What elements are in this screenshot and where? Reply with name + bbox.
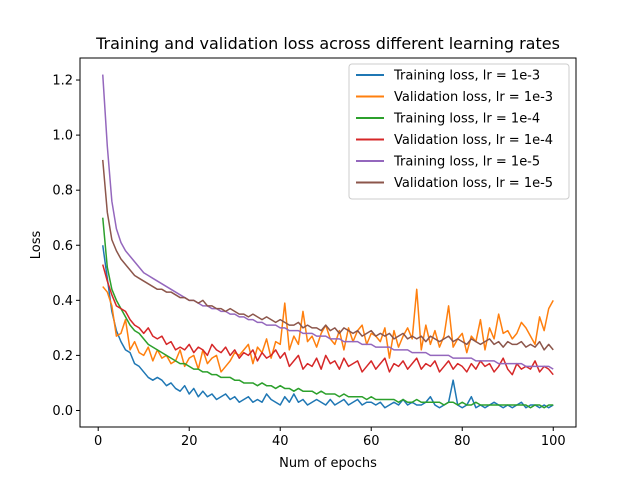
series-line-1 [102,245,554,409]
y-axis-label: Loss [29,231,44,260]
legend: Training loss, lr = 1e-3 Validation loss,… [348,63,570,200]
x-tick-label: 0 [94,434,102,449]
legend-entry-label: Training loss, lr = 1e-5 [393,155,540,170]
legend-entry-label: Validation loss, lr = 1e-3 [394,90,553,105]
series-line-4 [102,264,554,376]
x-axis-label: Num of epochs [279,456,377,471]
chart-title: Training and validation loss across diff… [95,34,560,53]
y-axis-ticks: 0.0 0.2 0.4 0.6 0.8 1.0 1.2 [52,74,80,419]
y-tick-label: 0.2 [52,349,73,364]
x-tick-label: 100 [541,434,566,449]
y-tick-label: 1.0 [52,129,73,144]
legend-entry-label: Training loss, lr = 1e-3 [393,69,540,84]
series-lines [102,74,554,409]
x-axis-ticks: 0 20 40 60 80 100 [94,427,566,449]
y-tick-label: 1.2 [52,74,73,89]
legend-entry-label: Validation loss, lr = 1e-4 [394,133,553,148]
series-line-5 [102,74,554,370]
series-line-3 [102,217,554,409]
legend-frame [348,63,570,200]
plot-frame [79,57,577,428]
x-tick-label: 40 [272,434,289,449]
x-tick-label: 80 [454,434,471,449]
x-tick-label: 60 [363,434,380,449]
x-tick-label: 20 [181,434,198,449]
y-tick-label: 0.8 [52,184,73,199]
series-line-2 [102,286,554,373]
y-tick-label: 0.6 [52,239,73,254]
legend-entry-label: Validation loss, lr = 1e-5 [394,176,553,191]
y-tick-label: 0.0 [52,404,73,419]
y-tick-label: 0.4 [52,294,73,309]
legend-entry-label: Training loss, lr = 1e-4 [393,112,540,127]
series-line-6 [102,159,554,351]
